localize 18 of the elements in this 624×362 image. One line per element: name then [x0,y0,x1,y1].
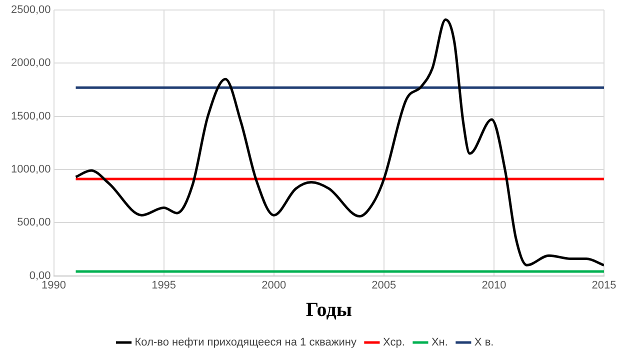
x-tick-label: 1995 [152,279,176,292]
line-series [74,18,604,266]
legend-label: Хср. [382,336,405,349]
y-tick-label: 2000,00 [10,57,51,70]
y-tick-label: 0,00 [29,270,51,282]
legend-label: Кол-во нефти приходящееся на 1 скважину [134,336,357,349]
legend-label: Хн. [431,336,448,349]
x-tick-label: 2005 [372,279,396,292]
y-tick-label: 1000,00 [10,164,51,176]
y-tick-label: 500,00 [17,216,51,229]
y-tick-label: 1500,00 [10,110,51,122]
y-tick-label: 2500,00 [10,4,51,16]
x-axis-title: Годы [306,299,352,322]
legend-label: Х в. [474,336,494,349]
x-tick-label: 1990 [42,279,66,292]
x-tick-label: 2015 [592,279,616,292]
x-tick-label: 2010 [482,279,506,292]
x-tick-label: 2000 [262,279,286,292]
